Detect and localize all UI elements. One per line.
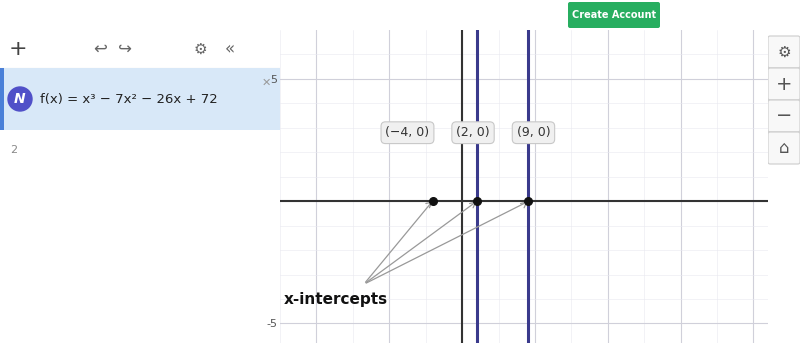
Text: Create Account: Create Account bbox=[572, 10, 656, 20]
Text: 2: 2 bbox=[10, 145, 17, 155]
Text: x-intercepts: x-intercepts bbox=[284, 292, 388, 307]
FancyBboxPatch shape bbox=[768, 132, 800, 164]
Text: ✕: ✕ bbox=[262, 78, 270, 88]
Text: ⚙: ⚙ bbox=[772, 8, 784, 22]
Text: (9, 0): (9, 0) bbox=[517, 126, 550, 139]
FancyBboxPatch shape bbox=[0, 68, 280, 130]
Text: «: « bbox=[225, 40, 235, 58]
Text: Sign In: Sign In bbox=[684, 10, 720, 20]
Text: (2, 0): (2, 0) bbox=[456, 126, 490, 139]
FancyBboxPatch shape bbox=[568, 2, 660, 28]
Text: (−4, 0): (−4, 0) bbox=[386, 126, 430, 139]
Text: ↩: ↩ bbox=[93, 40, 107, 58]
Text: ↪: ↪ bbox=[118, 40, 132, 58]
Circle shape bbox=[8, 87, 32, 111]
Text: ?: ? bbox=[752, 8, 760, 22]
FancyBboxPatch shape bbox=[768, 100, 800, 132]
Text: ⚙: ⚙ bbox=[777, 45, 791, 59]
Text: N: N bbox=[14, 92, 26, 106]
Text: or: or bbox=[662, 10, 674, 20]
Text: ≡: ≡ bbox=[10, 6, 24, 24]
Text: ⌂: ⌂ bbox=[778, 139, 790, 157]
Text: +: + bbox=[776, 74, 792, 94]
Text: Untitled Graph: Untitled Graph bbox=[30, 9, 122, 22]
Text: ⚙: ⚙ bbox=[193, 42, 207, 57]
Text: f(x) = x³ − 7x² − 26x + 72: f(x) = x³ − 7x² − 26x + 72 bbox=[40, 93, 218, 106]
Text: desmos: desmos bbox=[358, 4, 442, 26]
Text: +: + bbox=[9, 39, 27, 59]
FancyBboxPatch shape bbox=[768, 68, 800, 100]
FancyBboxPatch shape bbox=[768, 36, 800, 68]
Bar bbox=[0, 68, 4, 130]
Text: −: − bbox=[776, 106, 792, 126]
Text: ⬆: ⬆ bbox=[730, 8, 742, 22]
